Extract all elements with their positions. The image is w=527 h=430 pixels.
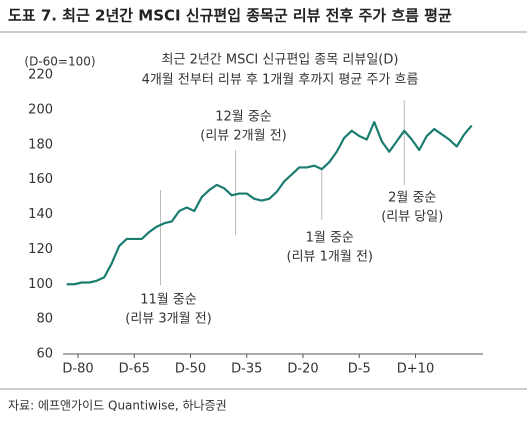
annotation: 12월 중순 <box>215 110 272 125</box>
x-tick-label: D-65 <box>119 362 150 377</box>
x-tick-label: D-5 <box>348 362 371 377</box>
x-tick-label: D-50 <box>175 362 206 377</box>
annotation: (리뷰 1개월 전) <box>287 250 373 265</box>
annotation: (리뷰 당일) <box>381 210 443 225</box>
annotation: (리뷰 3개월 전) <box>125 312 211 327</box>
x-tick-label: D-35 <box>231 362 262 377</box>
y-tick-label: 220 <box>28 68 53 83</box>
annotation: 1월 중순 <box>306 231 354 246</box>
chart-title: 최근 2년간 MSCI 신규편입 종목 리뷰일(D) <box>162 53 399 68</box>
y-tick-label: 80 <box>36 312 53 327</box>
source: 자료: 에프앤가이드 Quantiwise, 하나증권 <box>8 399 227 413</box>
line <box>66 120 473 286</box>
x-tick-label: D-20 <box>287 362 318 377</box>
header: 도표 7. 최근 2년간 MSCI 신규편입 종목군 리뷰 전후 주가 흐름 평… <box>8 7 452 25</box>
chart-title: 4개월 전부터 리뷰 후 1개월 후까지 평균 주가 흐름 <box>142 73 419 88</box>
x-tick-label: D+10 <box>397 362 434 377</box>
y-axis-label: (D-60=100) <box>24 55 95 69</box>
y-tick-label: 140 <box>28 207 53 222</box>
x-tick-label: D-80 <box>62 362 93 377</box>
y-tick-label: 60 <box>36 347 53 362</box>
y-tick-label: 180 <box>28 137 53 152</box>
annotation: (리뷰 2개월 전) <box>200 129 286 144</box>
annotation: 11월 중순 <box>140 293 197 308</box>
annotation: 2월 중순 <box>388 191 436 206</box>
y-tick-label: 100 <box>28 277 53 292</box>
y-tick-label: 200 <box>28 102 53 117</box>
y-tick-label: 160 <box>28 172 53 187</box>
y-tick-label: 120 <box>28 242 53 257</box>
